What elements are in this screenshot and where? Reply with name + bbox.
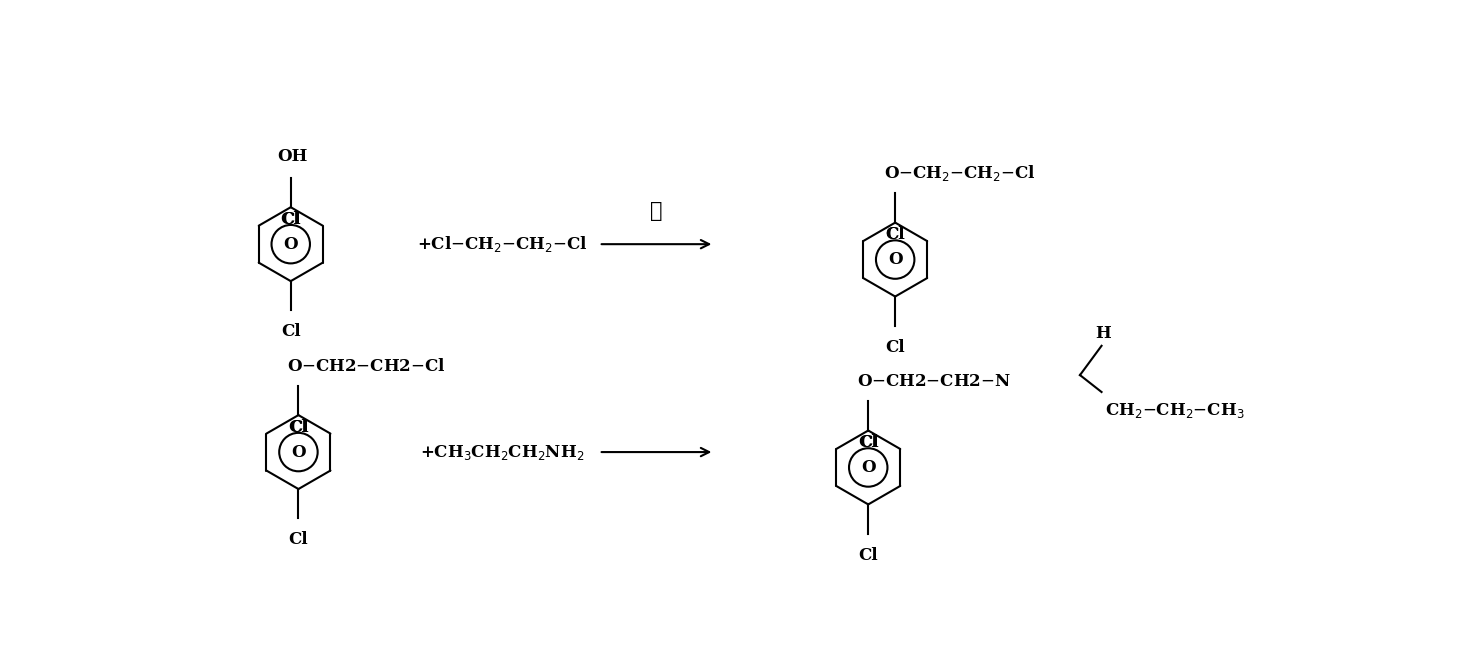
Text: Cl: Cl xyxy=(885,226,905,243)
Text: Cl: Cl xyxy=(289,419,308,436)
Text: Cl: Cl xyxy=(281,323,300,341)
Text: Cl: Cl xyxy=(886,226,905,243)
Text: Cl: Cl xyxy=(858,434,879,452)
Text: +CH$_3$CH$_2$CH$_2$NH$_2$: +CH$_3$CH$_2$CH$_2$NH$_2$ xyxy=(420,443,585,462)
Text: CH$_2$$-$CH$_2$$-$CH$_3$: CH$_2$$-$CH$_2$$-$CH$_3$ xyxy=(1106,401,1245,420)
Text: H: H xyxy=(1096,325,1110,342)
Text: O$-$CH$_2$$-$CH$_2$$-$Cl: O$-$CH$_2$$-$CH$_2$$-$Cl xyxy=(883,162,1036,182)
Text: Cl: Cl xyxy=(858,547,878,564)
Text: 碱: 碱 xyxy=(650,201,662,221)
Text: O: O xyxy=(861,459,876,476)
Text: Cl: Cl xyxy=(281,211,300,228)
Text: Cl: Cl xyxy=(289,531,308,548)
Text: O: O xyxy=(888,251,902,268)
Text: OH: OH xyxy=(277,148,308,165)
Text: Cl: Cl xyxy=(281,211,300,228)
Text: Cl: Cl xyxy=(289,419,309,436)
Text: Cl: Cl xyxy=(885,339,905,356)
Text: Cl: Cl xyxy=(858,434,878,452)
Text: O$-$CH2$-$CH2$-$N: O$-$CH2$-$CH2$-$N xyxy=(857,373,1011,391)
Text: O$-$CH2$-$CH2$-$Cl: O$-$CH2$-$CH2$-$Cl xyxy=(287,358,445,375)
Text: O: O xyxy=(283,236,297,253)
Text: +Cl$-$CH$_2$$-$CH$_2$$-$Cl: +Cl$-$CH$_2$$-$CH$_2$$-$Cl xyxy=(418,234,587,254)
Text: O: O xyxy=(292,444,306,460)
